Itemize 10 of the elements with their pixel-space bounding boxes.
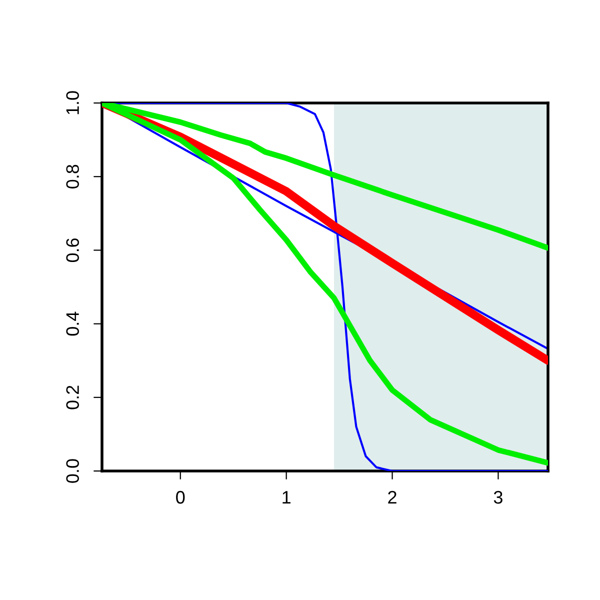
x-tick-label: 1 — [282, 491, 290, 504]
y-tick-label: 0.0 — [66, 459, 79, 483]
y-tick-label: 0.6 — [66, 238, 79, 262]
y-tick-label: 0.4 — [66, 312, 79, 336]
y-tick-label: 0.2 — [66, 386, 79, 410]
x-tick-label: 2 — [388, 490, 396, 504]
x-tick-label: 0 — [176, 490, 185, 504]
x-tick-label: 3 — [494, 490, 502, 504]
y-tick-label: 1.0 — [66, 91, 79, 114]
y-tick-label: 0.8 — [66, 164, 79, 188]
